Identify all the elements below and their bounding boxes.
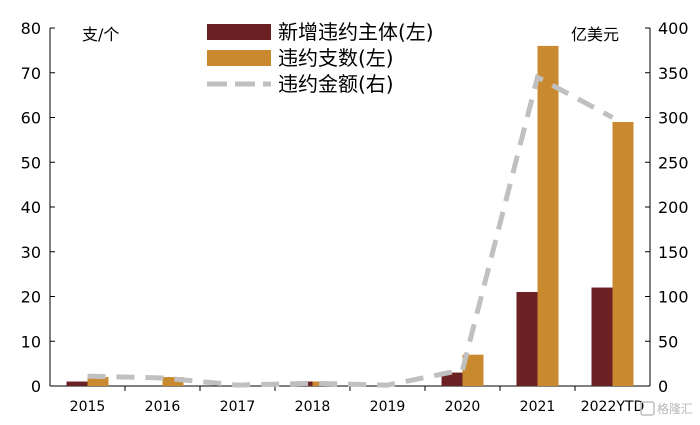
left-tick-label: 20 (21, 288, 41, 307)
bar-new-default-entities-2021 (516, 292, 538, 386)
legend-swatch-new-default-entities (207, 24, 271, 40)
right-tick-label: 200 (658, 198, 689, 217)
right-tick-label: 250 (658, 153, 689, 172)
x-tick-label: 2019 (370, 399, 406, 415)
left-unit-label: 支/个 (82, 25, 119, 44)
bars (66, 45, 634, 387)
right-tick-label: 0 (658, 377, 668, 396)
left-tick-label: 0 (31, 377, 41, 396)
left-tick-label: 10 (21, 332, 41, 351)
x-tick-label: 2015 (70, 399, 106, 415)
left-tick-label: 40 (21, 198, 41, 217)
right-unit-label: 亿美元 (571, 25, 619, 44)
right-tick-label: 100 (658, 288, 689, 307)
left-tick-label: 80 (21, 19, 41, 38)
x-tick-label: 2018 (295, 399, 331, 415)
legend-label: 新增违约主体(左) (278, 20, 434, 44)
bar-default-bonds-2021 (537, 45, 559, 387)
bar-default-bonds-2016 (162, 377, 184, 386)
watermark-text: 格隆汇 (657, 401, 693, 416)
x-tick-label: 2016 (145, 399, 181, 415)
line-series (87, 73, 614, 388)
line-default-amount (87, 73, 614, 388)
right-tick-label: 150 (658, 243, 689, 262)
left-tick-label: 70 (21, 64, 41, 83)
left-tick-label: 30 (21, 243, 41, 262)
legend-label: 违约金额(右) (278, 72, 394, 96)
right-tick-label: 300 (658, 109, 689, 128)
x-tick-label: 2022YTD (581, 399, 645, 415)
x-tick-label: 2020 (445, 399, 481, 415)
bar-default-bonds-2022YTD (612, 121, 634, 386)
watermark: 格隆汇 (640, 401, 693, 416)
legend-label: 违约支数(左) (278, 46, 394, 70)
x-tick-label: 2021 (520, 399, 556, 415)
right-tick-label: 50 (658, 332, 678, 351)
bar-default-bonds-2020 (462, 354, 484, 386)
legend: 新增违约主体(左)违约支数(左)违约金额(右) (207, 20, 434, 96)
bar-new-default-entities-2020 (441, 372, 463, 386)
right-tick-label: 350 (658, 64, 689, 83)
watermark-logo-icon (640, 401, 655, 416)
left-tick-label: 50 (21, 153, 41, 172)
right-tick-label: 400 (658, 19, 689, 38)
bar-default-bonds-2015 (87, 377, 109, 386)
bar-new-default-entities-2015 (66, 381, 88, 386)
left-tick-label: 60 (21, 109, 41, 128)
legend-swatch-default-bonds (207, 50, 271, 66)
bar-new-default-entities-2022YTD (591, 287, 613, 386)
tick-labels: 0 10 20 30 40 50 60 70 80 0 50 100 150 200 250 300 350 40… (21, 19, 689, 415)
x-tick-label: 2017 (220, 399, 256, 415)
